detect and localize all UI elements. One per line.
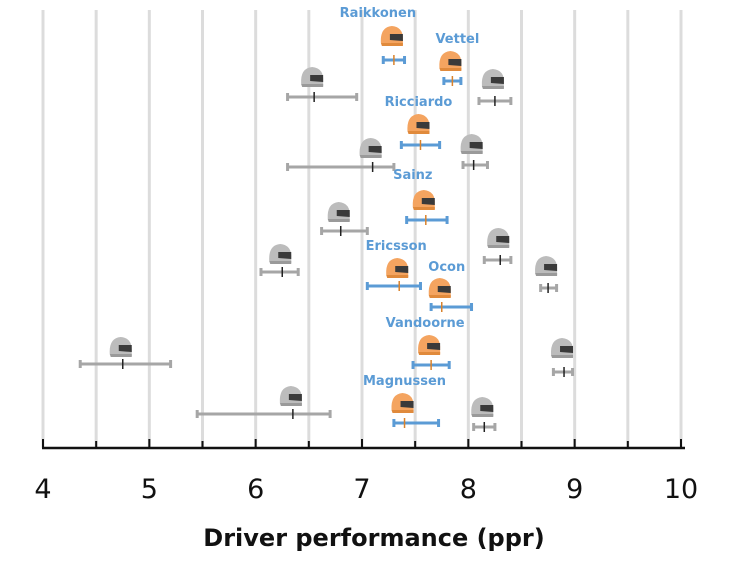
- driver-point: [78, 337, 173, 369]
- helmet-icon: [487, 228, 510, 248]
- driver-point: [460, 134, 489, 170]
- helmet-icon: [380, 26, 403, 46]
- helmet-icon: [439, 51, 462, 71]
- helmet-icon: [471, 397, 494, 417]
- driver-label: Magnussen: [363, 374, 446, 389]
- driver-point: Magnussen: [363, 374, 446, 428]
- x-axis-ticks: 4 5 6 7 8 9 10: [34, 439, 698, 505]
- driver-point: [195, 386, 332, 419]
- helmet-icon: [391, 393, 414, 413]
- driver-point: [482, 228, 513, 265]
- helmet-icon: [418, 335, 441, 355]
- helmet-icon: [386, 258, 409, 278]
- driver-point: [320, 202, 369, 236]
- driver-label: Vettel: [435, 32, 479, 47]
- helmet-icon: [279, 386, 302, 406]
- helmet-icon: [301, 67, 324, 87]
- helmet-icon: [550, 338, 574, 358]
- helmet-icon: [412, 190, 435, 210]
- helmet-icon: [428, 278, 451, 298]
- driver-point: [259, 244, 300, 277]
- driver-label: Raikkonen: [340, 6, 416, 21]
- driver-point: Raikkonen: [340, 6, 416, 65]
- driver-point: Ricciardo: [385, 95, 453, 150]
- driver-label: Ericsson: [366, 239, 427, 254]
- driver-point: [550, 338, 575, 377]
- driver-point: [286, 138, 396, 172]
- helmet-icon: [359, 138, 382, 158]
- helmet-icon: [481, 69, 504, 89]
- helmet-icon: [327, 202, 350, 222]
- helmet-icon: [109, 337, 132, 357]
- driver-point: [535, 256, 559, 293]
- x-tick-label: 6: [247, 474, 264, 505]
- driver-label: Sainz: [393, 168, 432, 183]
- helmet-icon: [535, 256, 558, 276]
- x-tick-label: 5: [141, 474, 158, 505]
- x-tick-label: 9: [566, 474, 583, 505]
- helmet-icon: [269, 244, 292, 264]
- driver-point: Vettel: [435, 32, 479, 86]
- driver-point: Sainz: [393, 168, 449, 225]
- driver-point: [286, 67, 359, 102]
- helmet-icon: [407, 114, 430, 134]
- driver-label: Ricciardo: [385, 95, 453, 110]
- x-axis-title: Driver performance (ppr): [203, 524, 544, 552]
- driver-points: Raikkonen Vettel Ricciardo Sainz EricssonOco…: [78, 6, 575, 432]
- driver-label: Vandoorne: [386, 316, 465, 331]
- x-tick-label: 4: [34, 474, 51, 505]
- x-tick-label: 7: [353, 474, 370, 505]
- driver-point: Ericsson: [366, 239, 427, 291]
- driver-point: Ocon: [428, 260, 474, 312]
- driver-point: [477, 69, 513, 106]
- x-tick-label: 10: [664, 474, 698, 505]
- driver-label: Ocon: [428, 260, 465, 275]
- driver-point: Vandoorne: [386, 316, 465, 370]
- x-tick-label: 8: [460, 474, 477, 505]
- driver-point: [471, 397, 497, 432]
- helmet-icon: [460, 134, 483, 154]
